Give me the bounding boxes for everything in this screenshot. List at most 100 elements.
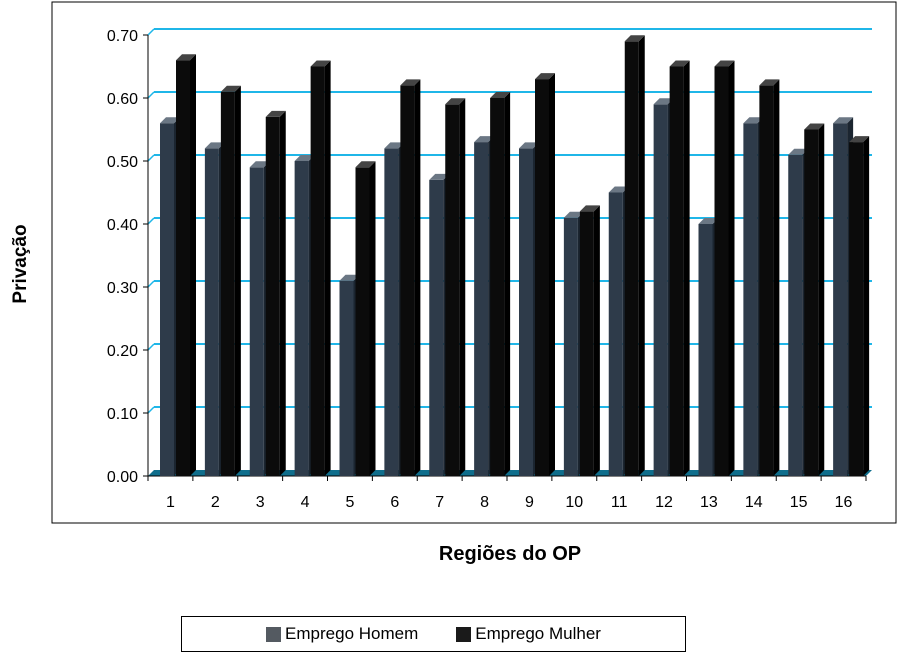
bar-emprego-mulher-front xyxy=(804,129,819,476)
bar-emprego-mulher-side xyxy=(683,60,690,476)
x-tick-label: 4 xyxy=(301,494,310,511)
bar-emprego-homem-top xyxy=(384,142,405,149)
y-tick-label: 0.70 xyxy=(107,28,138,45)
bar-emprego-mulher-front xyxy=(490,98,505,476)
bar-emprego-mulher-front xyxy=(849,142,864,476)
bar-emprego-homem-top xyxy=(608,186,629,193)
bar-emprego-mulher-side xyxy=(234,85,241,476)
bar-emprego-mulher xyxy=(400,79,421,477)
bar-emprego-mulher-front xyxy=(445,104,460,477)
bar-emprego-mulher-top xyxy=(445,98,466,105)
legend-label-mulher: Emprego Mulher xyxy=(475,624,601,643)
legend-swatch-homem xyxy=(266,626,282,642)
x-tick-label: 14 xyxy=(745,494,763,511)
bar-emprego-mulher-top xyxy=(310,60,331,67)
bar-emprego-homem-front xyxy=(429,179,444,476)
x-tick-label: 13 xyxy=(700,494,718,511)
bar-emprego-homem-front xyxy=(249,167,264,477)
bar-emprego-homem-front xyxy=(833,123,848,476)
bar-emprego-homem-front xyxy=(608,192,623,476)
bar-emprego-homem-top xyxy=(698,218,719,224)
bar-emprego-homem-top xyxy=(653,98,674,105)
bar-emprego-mulher-front xyxy=(355,167,370,477)
bar-emprego-mulher xyxy=(265,110,286,477)
gridline-side xyxy=(147,280,155,288)
bar-emprego-mulher-top xyxy=(624,35,645,42)
bar-emprego-mulher-side xyxy=(190,54,196,476)
bar-emprego-mulher-side xyxy=(728,60,735,476)
bar-emprego-homem-front xyxy=(519,148,533,476)
bar-emprego-mulher-top xyxy=(265,110,286,117)
bar-emprego-homem-front xyxy=(160,123,174,476)
bar-emprego-mulher-top xyxy=(669,60,690,67)
bar-emprego-homem-front xyxy=(339,280,354,476)
bar-emprego-mulher-top xyxy=(759,79,780,86)
bar-emprego-mulher xyxy=(535,73,555,476)
bar-emprego-mulher xyxy=(220,85,241,476)
gridline-side xyxy=(147,91,155,99)
y-tick-label: 0.00 xyxy=(107,469,138,486)
bar-emprego-mulher-top xyxy=(535,73,555,80)
bar-emprego-homem-front xyxy=(788,154,803,476)
bar-emprego-mulher-side xyxy=(593,205,600,476)
bar-emprego-mulher-front xyxy=(176,60,190,476)
x-tick-label: 3 xyxy=(256,494,265,511)
bar-emprego-mulher-side xyxy=(863,136,870,476)
bar-emprego-homem-front xyxy=(653,104,668,477)
y-tick-label: 0.30 xyxy=(107,280,138,297)
bar-emprego-mulher-front xyxy=(400,85,415,477)
bar-emprego-mulher-side xyxy=(414,79,421,477)
gridline-side xyxy=(147,154,155,162)
x-tick-label: 15 xyxy=(790,494,808,511)
x-tick-label: 9 xyxy=(525,494,534,511)
bar-emprego-mulher xyxy=(579,205,600,476)
bar-emprego-homem-front xyxy=(563,217,578,476)
bar-emprego-mulher-side xyxy=(324,60,331,476)
bar-emprego-homem-front xyxy=(294,161,309,476)
bar-emprego-homem-front xyxy=(743,123,758,476)
bar-emprego-mulher-front xyxy=(669,66,684,476)
bar-emprego-mulher xyxy=(669,60,690,476)
y-tick-label: 0.20 xyxy=(107,343,138,360)
bar-emprego-homem-top xyxy=(294,155,315,161)
bar-emprego-mulher-front xyxy=(579,211,594,476)
bar-emprego-mulher-front xyxy=(714,66,729,476)
bar-emprego-mulher-front xyxy=(265,116,280,477)
bar-emprego-homem-front xyxy=(698,224,713,476)
x-tick-label: 12 xyxy=(655,494,673,511)
bar-emprego-mulher-top xyxy=(849,136,870,143)
x-tick-label: 8 xyxy=(480,494,489,511)
bar-emprego-mulher-front xyxy=(535,79,549,476)
bar-emprego-mulher-top xyxy=(220,85,241,92)
bar-emprego-mulher-front xyxy=(624,41,639,477)
legend-item-mulher: Emprego Mulher xyxy=(456,624,601,644)
bar-emprego-mulher-top xyxy=(714,60,735,67)
bar-emprego-homem-top xyxy=(743,117,764,124)
bar-emprego-mulher-top xyxy=(176,54,196,61)
bar-emprego-mulher-side xyxy=(459,98,466,477)
x-tick-label: 5 xyxy=(345,494,354,511)
bar-emprego-homem-top xyxy=(339,274,360,281)
bar-emprego-homem-top xyxy=(160,117,180,124)
bar-emprego-mulher xyxy=(849,136,870,476)
bar-emprego-mulher-top xyxy=(490,92,511,98)
legend-item-homem: Emprego Homem xyxy=(266,624,418,644)
legend: Emprego Homem Emprego Mulher xyxy=(181,616,686,652)
bar-emprego-homem-top xyxy=(204,142,225,149)
bar-emprego-homem-front xyxy=(204,148,219,476)
legend-swatch-mulher xyxy=(456,626,472,642)
y-tick-label: 0.50 xyxy=(107,154,138,171)
bar-emprego-mulher xyxy=(804,123,825,476)
bar-emprego-homem-front xyxy=(474,142,489,476)
x-axis-title: Regiões do OP xyxy=(439,543,581,565)
bar-emprego-mulher-top xyxy=(400,79,421,86)
x-tick-label: 10 xyxy=(565,494,583,511)
x-tick-label: 1 xyxy=(166,494,175,511)
bar-emprego-mulher xyxy=(714,60,735,476)
bar-emprego-homem-top xyxy=(519,142,539,149)
bar-emprego-mulher-side xyxy=(818,123,825,476)
gridline-side xyxy=(147,28,155,36)
bar-emprego-homem-top xyxy=(563,211,584,218)
y-tick-label: 0.40 xyxy=(107,217,138,234)
